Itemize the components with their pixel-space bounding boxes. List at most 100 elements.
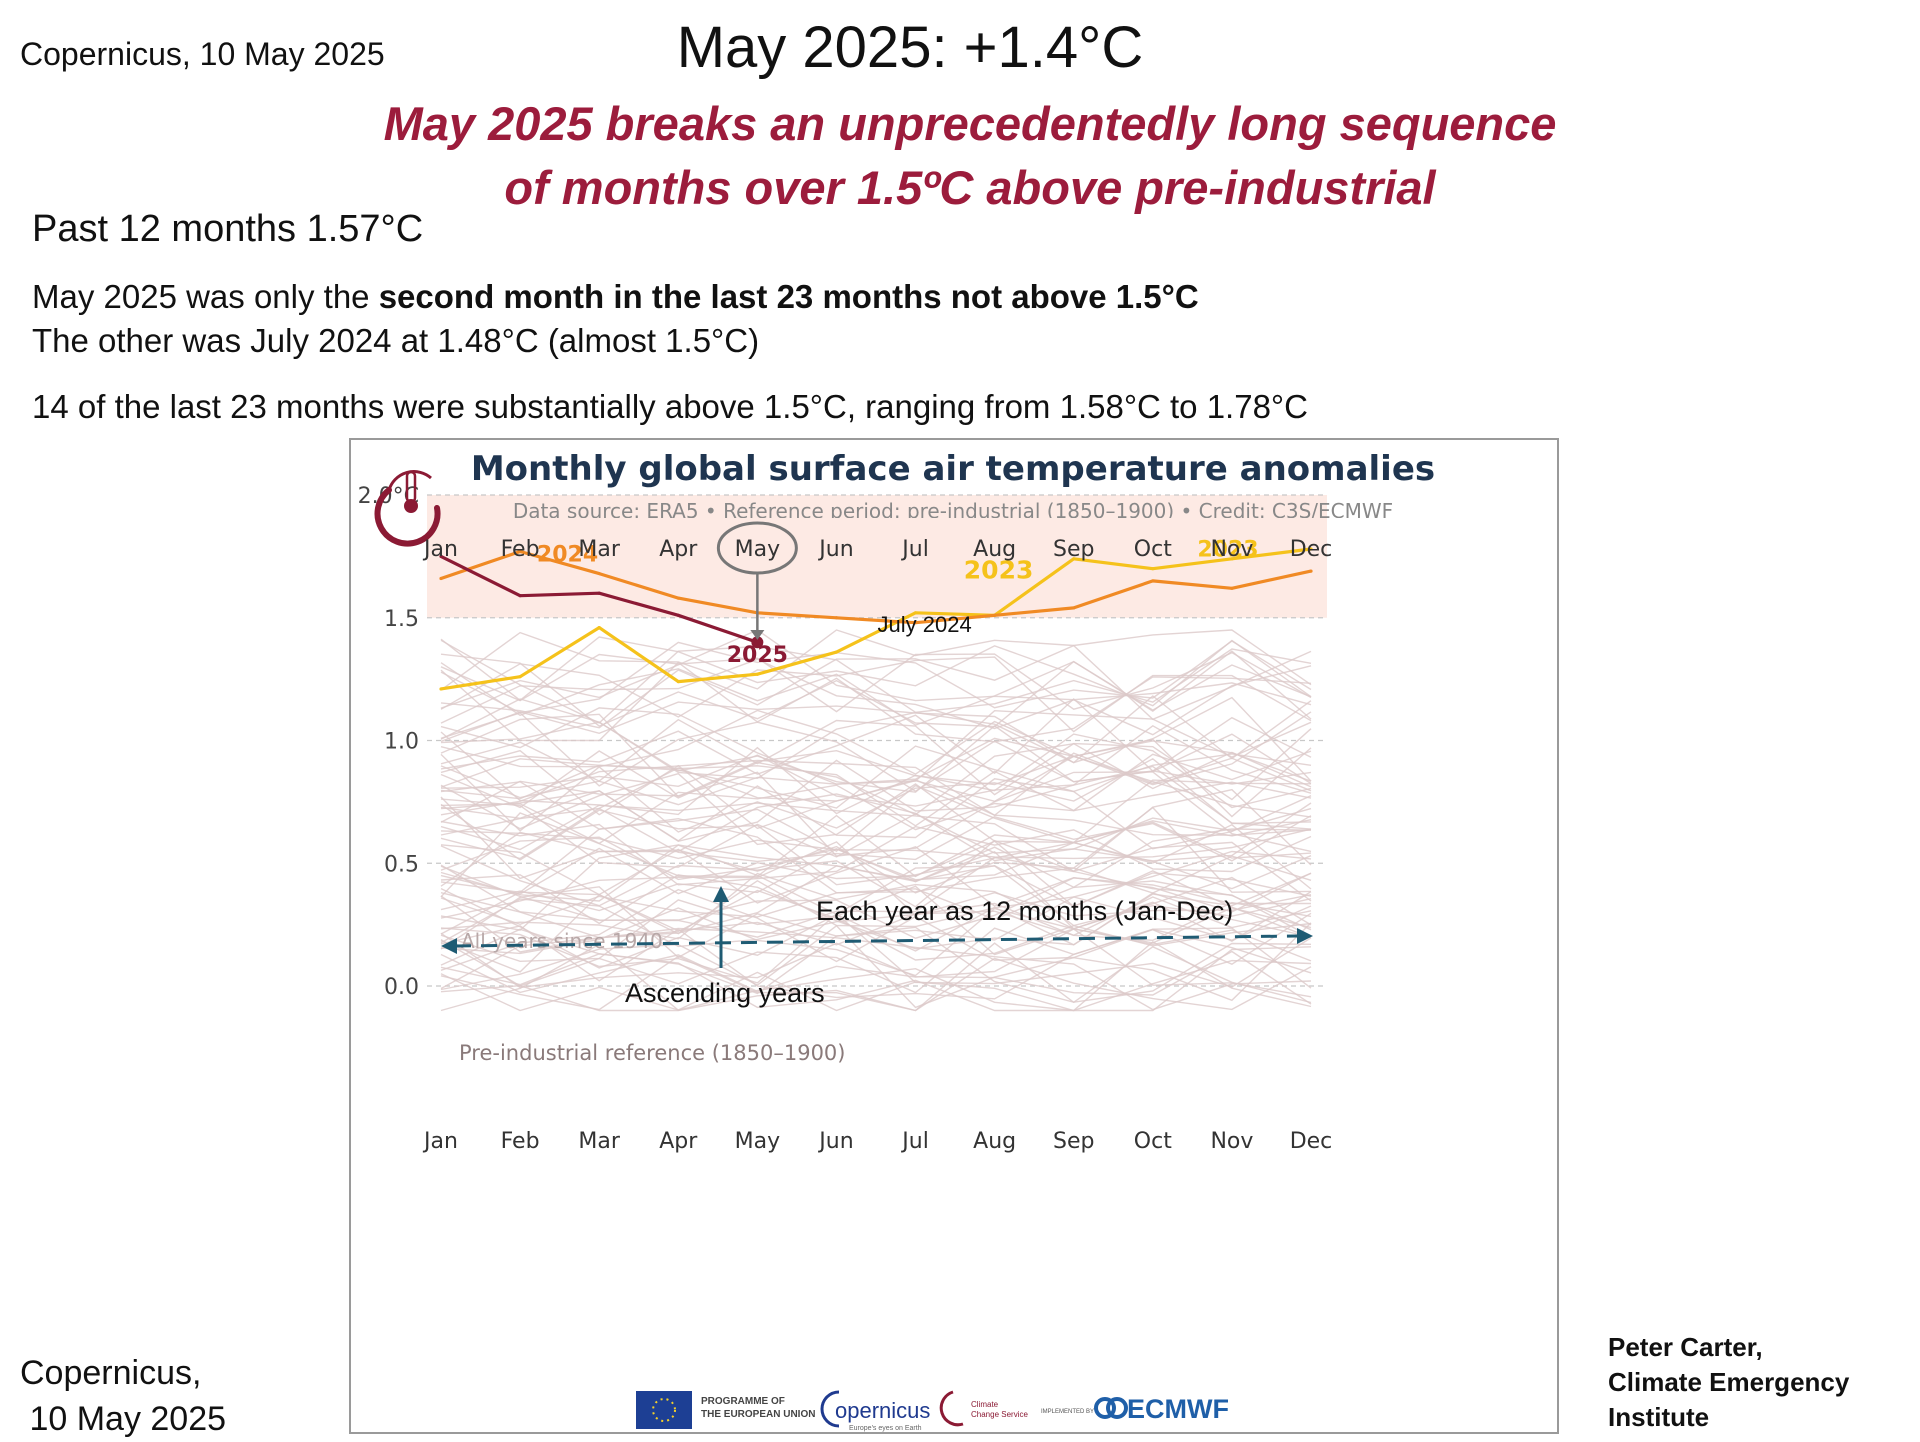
background-year-line [440, 661, 1312, 743]
x-tick-label-bottom: Dec [1290, 1129, 1333, 1154]
background-year-line [440, 856, 1312, 938]
each-year-dashed-arrow [454, 934, 1298, 948]
implemented-by: IMPLEMENTED BY [1041, 1409, 1094, 1415]
series-label-2023: 2023 [1197, 537, 1258, 562]
ascending-arrow-head [713, 886, 729, 902]
x-tick-label-bottom: Apr [659, 1129, 698, 1154]
background-year-line [440, 788, 1312, 873]
eu-programme-line-2: THE EUROPEAN UNION [701, 1409, 815, 1420]
background-year-line [440, 806, 1312, 894]
background-year-line [440, 750, 1312, 827]
background-year-line [440, 803, 1312, 886]
all-years-label: All years since 1940 [461, 929, 663, 953]
point-2024 [993, 613, 997, 617]
x-tick-label-bottom: Oct [1134, 1129, 1172, 1154]
background-year-line [440, 927, 1312, 1011]
background-year-line [440, 872, 1312, 950]
x-tick-label-bottom: Nov [1210, 1129, 1253, 1154]
x-tick-label-bottom: Jul [900, 1129, 929, 1154]
copernicus-tagline: Europe's eyes on Earth [849, 1425, 922, 1432]
eu-programme-line-1: PROGRAMME OF [701, 1396, 785, 1407]
background-year-line [440, 922, 1312, 1009]
point-2023 [439, 687, 443, 691]
background-year-line [440, 928, 1312, 998]
background-year-line [440, 896, 1312, 948]
credit-line-1: Peter Carter, [1608, 1332, 1763, 1362]
background-year-line [440, 709, 1312, 786]
c3s-logo-line-2: Change Service [971, 1410, 1028, 1419]
point-2024 [676, 596, 680, 600]
point-2024 [1230, 586, 1234, 590]
point-2025 [597, 591, 601, 595]
background-year-line [440, 752, 1312, 817]
note-line-2: The other was July 2024 at 1.48°C (almos… [32, 322, 760, 359]
source-bottom: Copernicus, 10 May 2025 [20, 1350, 226, 1442]
background-year-line [440, 697, 1312, 775]
background-year-line [440, 850, 1312, 935]
x-tick-label-top: Nov [1210, 537, 1253, 562]
background-year-line [440, 946, 1312, 1012]
x-tick-label-bottom: Jun [817, 1129, 853, 1154]
background-year-line [440, 731, 1312, 816]
background-year-line [440, 696, 1312, 782]
credit-line-2: Climate Emergency [1608, 1367, 1850, 1397]
note-line-3: 14 of the last 23 months were substantia… [32, 388, 1308, 425]
point-2023 [676, 679, 680, 684]
background-year-line [440, 925, 1312, 1000]
main-title: May 2025: +1.4°C [676, 15, 1144, 80]
background-year-line [440, 886, 1312, 959]
background-year-line [440, 844, 1312, 913]
background-year-line [440, 712, 1312, 793]
background-year-line [440, 889, 1312, 961]
may-arrow-head [750, 630, 765, 640]
background-year-line [440, 737, 1312, 818]
point-2023 [597, 625, 601, 630]
x-tick-label-bottom: Jan [422, 1129, 458, 1154]
point-2024 [1309, 569, 1313, 573]
background-year-line [440, 793, 1312, 880]
background-year-line [440, 650, 1312, 728]
background-year-line [440, 831, 1312, 894]
x-tick-label-top: Sep [1053, 537, 1094, 562]
background-year-line [440, 778, 1312, 850]
background-year-line [440, 772, 1312, 846]
ascending-years-annotation: Ascending years [625, 978, 825, 1008]
point-2025 [676, 613, 680, 617]
subtitle-line-1: May 2025 breaks an unprecedentedly long … [383, 97, 1557, 150]
background-year-line [440, 658, 1312, 736]
x-tick-label-top: Aug [973, 537, 1016, 562]
background-year-line [440, 932, 1312, 1005]
series-line-2023 [440, 547, 1312, 691]
point-2024 [834, 616, 839, 620]
background-year-line [440, 942, 1312, 1012]
point-2025 [518, 594, 522, 598]
each-year-arrow-head-left [441, 938, 457, 954]
x-tick-label-bottom: May [735, 1129, 780, 1154]
y-tick-label: 0.5 [384, 852, 419, 877]
x-tick-label-bottom: Sep [1053, 1129, 1094, 1154]
background-year-line [440, 820, 1312, 886]
background-year-line [440, 636, 1312, 707]
background-year-line [440, 713, 1312, 798]
point-2024 [1072, 606, 1076, 610]
background-year-line [440, 841, 1312, 919]
note-line-1-normal: May 2025 was only the [32, 278, 379, 315]
point-2025 [439, 554, 443, 558]
background-year-line [440, 912, 1312, 994]
copernicus-logo-text: opernicus [835, 1398, 930, 1423]
point-2024 [1151, 579, 1155, 583]
point-2023 [1230, 557, 1234, 561]
point-2024 [913, 621, 918, 625]
background-year-line [440, 651, 1312, 713]
background-year-line [440, 644, 1312, 729]
x-tick-label-top: May [735, 537, 780, 562]
background-year-line [440, 940, 1312, 1012]
source-bottom-line-1: Copernicus, [20, 1354, 202, 1392]
y-tick-label: 0.0 [384, 975, 419, 1000]
x-tick-label-top: Jan [422, 537, 458, 562]
x-tick-label-top: Jul [900, 537, 929, 562]
point-2023 [518, 675, 522, 679]
past-12-months: Past 12 months 1.57°C [32, 208, 424, 250]
background-year-line [440, 640, 1312, 714]
background-year-line [440, 844, 1312, 931]
